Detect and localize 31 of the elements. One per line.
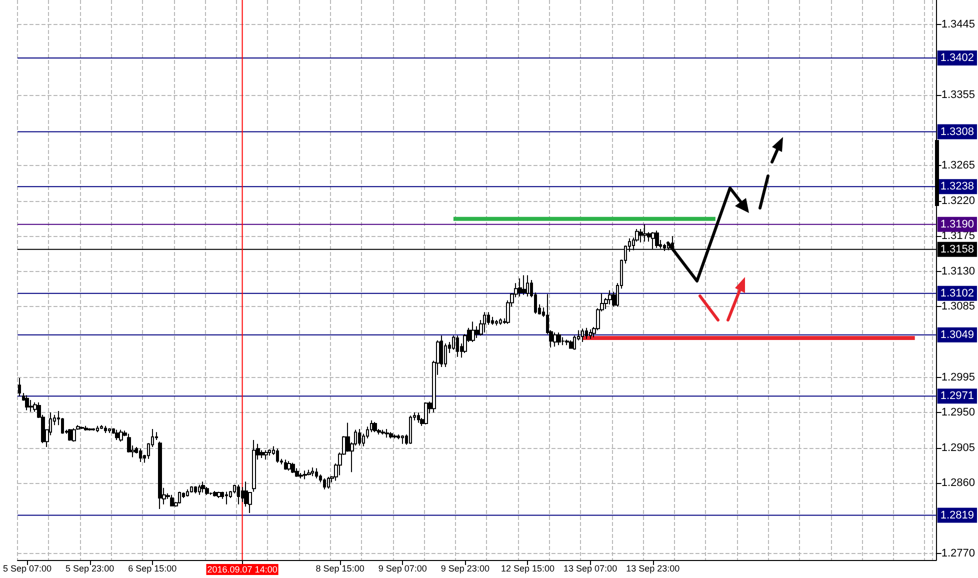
x-tick-label: 5 Sep 07:00 (2, 564, 52, 574)
x-tick-label: 5 Sep 23:00 (66, 564, 114, 574)
y-tick-label: 1.3130 (941, 265, 976, 278)
x-tick-label: 13 Sep 23:00 (626, 564, 680, 574)
ref-line-label: 1.3238 (940, 180, 974, 193)
y-tick-label: 1.2995 (941, 371, 976, 384)
x-tick-label: 12 Sep 15:00 (500, 564, 555, 574)
x-tick-label: 2016.09.07 14:00 (207, 564, 278, 574)
y-tick-label: 1.2770 (941, 548, 976, 560)
y-tick-label: 1.2905 (941, 442, 976, 454)
y-tick-label: 1.3265 (941, 159, 976, 172)
y-tick-label: 1.3220 (941, 194, 976, 207)
ref-line-label: 1.3158 (940, 243, 974, 256)
x-tick-label: 6 Sep 15:00 (128, 564, 177, 574)
ref-line-label: 1.2819 (940, 509, 974, 522)
ref-line-label: 1.3049 (940, 328, 974, 341)
x-tick-label: 8 Sep 15:00 (316, 564, 364, 574)
y-tick-label: 1.2950 (941, 406, 976, 419)
x-tick-label: 9 Sep 23:00 (440, 564, 490, 574)
y-tick-label: 1.2860 (941, 477, 976, 490)
x-tick-label: 13 Sep 07:00 (564, 564, 618, 574)
y-tick-label: 1.3445 (941, 18, 976, 30)
y-tick-label: 1.3175 (941, 230, 976, 242)
ref-line-label: 1.3102 (940, 287, 974, 300)
y-tick-label: 1.3085 (941, 300, 976, 313)
ref-line-label: 1.3402 (940, 52, 974, 64)
y-tick-label: 1.3355 (941, 88, 976, 101)
ref-line-label: 1.3190 (940, 218, 974, 230)
x-tick-label: 9 Sep 07:00 (378, 564, 427, 574)
ref-line-label: 1.2971 (940, 390, 974, 402)
ref-line-label: 1.3308 (940, 126, 974, 138)
